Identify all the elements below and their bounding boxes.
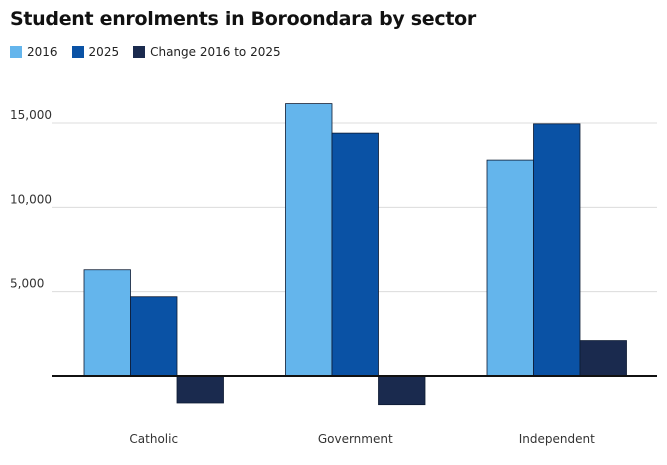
legend-label-2025: 2025 (88, 45, 120, 59)
y-tick-label: 15,000 (10, 108, 52, 122)
bar (285, 103, 333, 377)
chart-title: Student enrolments in Boroondara by sect… (10, 8, 476, 30)
y-tick-label: 5,000 (10, 277, 44, 291)
bar (331, 132, 379, 377)
legend-swatch-change (133, 46, 146, 58)
legend-label-change: Change 2016 to 2025 (150, 45, 281, 59)
bar (176, 375, 224, 404)
x-category-label: Independent (519, 432, 595, 446)
bar (378, 375, 426, 406)
bar (533, 123, 581, 377)
bar (486, 159, 534, 377)
bar (83, 269, 131, 377)
bar (130, 296, 178, 377)
y-tick-label: 10,000 (10, 192, 52, 206)
legend-swatch-2025 (71, 46, 84, 58)
legend: 2016 2025 Change 2016 to 2025 (10, 45, 295, 59)
legend-item-2025: 2025 (71, 45, 120, 59)
bar (579, 340, 627, 377)
legend-item-2016: 2016 (10, 45, 58, 59)
legend-label-2016: 2016 (27, 45, 58, 59)
x-category-label: Catholic (129, 432, 178, 446)
x-category-label: Government (318, 432, 393, 446)
legend-swatch-2016 (10, 46, 22, 58)
legend-item-change: Change 2016 to 2025 (133, 45, 281, 59)
